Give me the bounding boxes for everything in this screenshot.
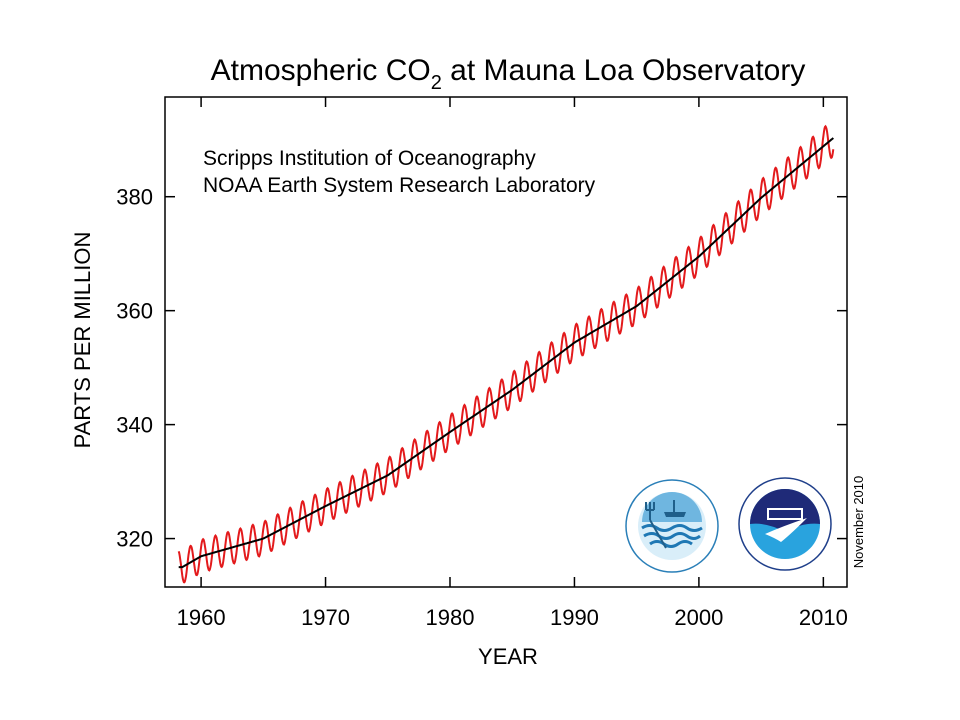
x-axis: 1960 1970 1980 1990 2000 2010 (177, 97, 848, 630)
annotation-scripps: Scripps Institution of Oceanography (203, 147, 536, 170)
x-tick-label: 2010 (799, 605, 848, 630)
y-tick-label: 340 (116, 413, 153, 438)
scripps-logo (625, 479, 719, 573)
date-note: November 2010 (851, 476, 866, 569)
series-monthly-co2 (177, 124, 835, 584)
y-axis: 320 340 360 380 (116, 185, 847, 552)
x-axis-label: YEAR (478, 644, 538, 669)
x-tick-label: 1980 (426, 605, 475, 630)
x-tick-label: 1960 (177, 605, 226, 630)
title-subscript: 2 (431, 72, 442, 94)
series-trend-co2 (178, 137, 835, 569)
x-tick-label: 1970 (301, 605, 350, 630)
plot-frame (164, 96, 848, 588)
noaa-logo (738, 477, 832, 571)
y-tick-label: 360 (116, 299, 153, 324)
chart-title: Atmospheric CO2 at Mauna Loa Observatory (211, 54, 806, 94)
annotation-noaa: NOAA Earth System Research Laboratory (203, 174, 596, 197)
y-tick-label: 380 (116, 185, 153, 210)
x-tick-label: 1990 (550, 605, 599, 630)
y-tick-label: 320 (116, 527, 153, 552)
x-tick-label: 2000 (674, 605, 723, 630)
y-axis-label: PARTS PER MILLION (70, 232, 95, 449)
